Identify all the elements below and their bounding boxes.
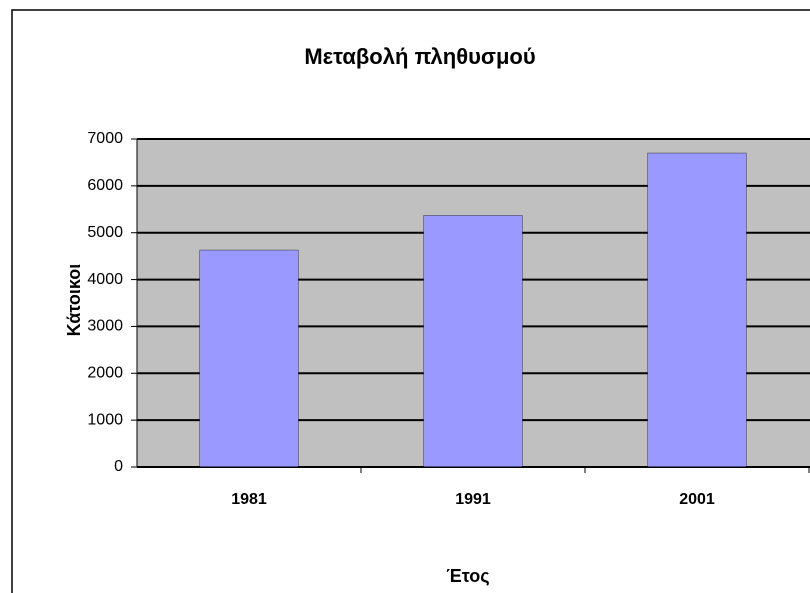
bar	[648, 153, 747, 467]
y-tick-label: 0	[114, 458, 123, 475]
x-tick-label: 2001	[679, 491, 715, 508]
page: Μεταβολή πληθυσμού Κάτοικοι Έτος 0 1000 20…	[0, 0, 810, 593]
x-tick-label: 1991	[455, 491, 491, 508]
y-tick-label: 2000	[87, 365, 123, 382]
bar	[200, 250, 299, 467]
bar	[424, 215, 523, 467]
chart: Μεταβολή πληθυσμού Κάτοικοι Έτος 0 1000 20…	[0, 0, 810, 593]
y-tick-label: 4000	[87, 271, 123, 288]
y-axis-label: Κάτοικοι	[64, 264, 84, 337]
y-tick-label: 1000	[87, 411, 123, 428]
x-tick-label: 1981	[231, 491, 267, 508]
y-tick-label: 7000	[87, 130, 123, 147]
chart-title: Μεταβολή πληθυσμού	[304, 44, 535, 69]
y-tick-label: 5000	[87, 224, 123, 241]
y-tick-label: 6000	[87, 177, 123, 194]
y-tick-label: 3000	[87, 318, 123, 335]
x-axis-label: Έτος	[446, 566, 489, 586]
